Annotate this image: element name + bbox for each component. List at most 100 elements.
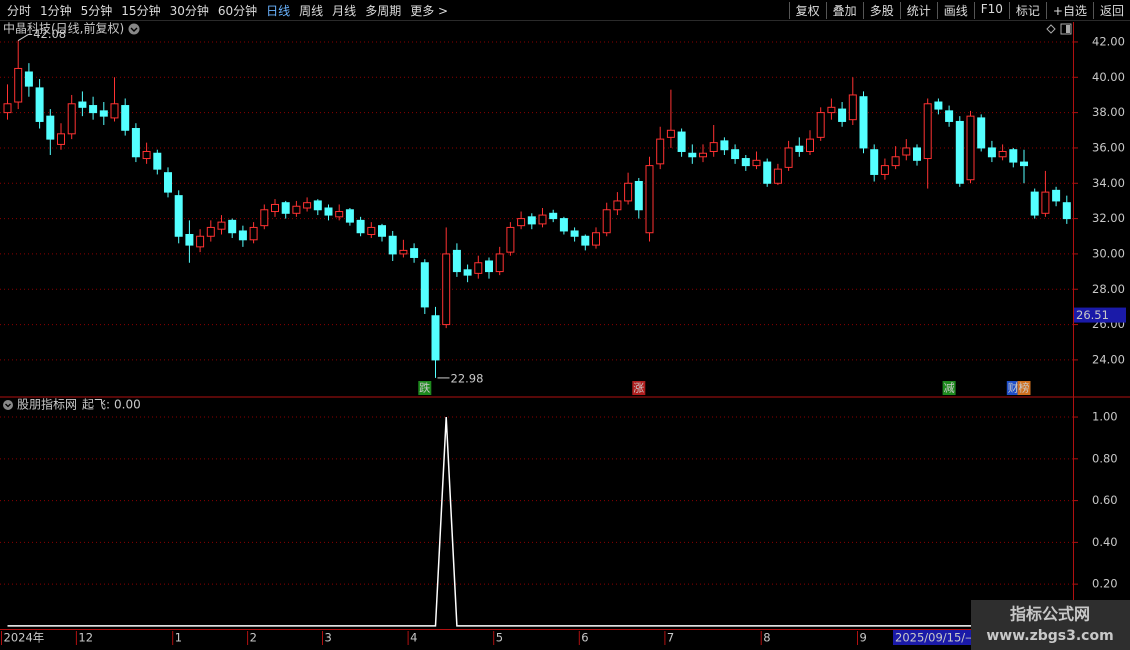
- candle-body: [24, 71, 33, 87]
- candle-body: [923, 103, 932, 160]
- candle-body: [442, 253, 451, 326]
- x-tick-label: 3: [325, 631, 332, 645]
- candle-body: [474, 262, 483, 274]
- candle-body: [773, 168, 782, 184]
- panel-icon[interactable]: [1060, 23, 1072, 35]
- candle-body: [324, 207, 333, 216]
- candle-body: [720, 140, 729, 151]
- toolbar-button[interactable]: 更多 >: [410, 3, 449, 18]
- candle-body: [934, 101, 943, 110]
- candle-body: [763, 161, 772, 184]
- candle-body: [110, 103, 119, 119]
- toolbar-button[interactable]: 标记: [1008, 1, 1046, 19]
- high-pointer: [17, 34, 33, 41]
- toolbar-button[interactable]: 统计: [899, 1, 937, 19]
- candle-body: [196, 235, 205, 248]
- toolbar-button[interactable]: 分时: [7, 3, 32, 18]
- candle-body: [891, 156, 900, 167]
- y-tick-label: 0.80: [1092, 451, 1118, 465]
- diamond-icon[interactable]: [1046, 24, 1056, 34]
- candle-body: [495, 253, 504, 273]
- period-tabs: 分时 1分钟 5分钟 15分钟 30分钟 60分钟 日线 周线 月线 多周期 更多 >: [0, 2, 448, 19]
- toolbar-button[interactable]: 月线: [332, 3, 357, 18]
- y-tick-label: 40.00: [1092, 70, 1125, 84]
- candle-body: [709, 142, 718, 152]
- candle-body: [1062, 202, 1071, 220]
- y-tick-label: 28.00: [1092, 282, 1125, 296]
- candle-body: [848, 94, 857, 121]
- candle-body: [14, 67, 23, 103]
- watermark-box: [971, 600, 1130, 650]
- event-badge: [418, 381, 432, 395]
- candle-body: [966, 115, 975, 181]
- cursor-price: 26.51: [1076, 308, 1109, 322]
- x-tick-label: 8: [763, 631, 770, 645]
- event-label: 涨: [633, 382, 644, 395]
- candle-body: [902, 147, 911, 156]
- candle-body: [345, 209, 354, 223]
- candle-body: [431, 315, 440, 361]
- candle-body: [602, 209, 611, 234]
- toolbar-button[interactable]: 15分钟: [121, 3, 161, 18]
- candle-body: [185, 233, 194, 246]
- candle-body: [998, 150, 1007, 158]
- indicator-menu-chevron: [5, 403, 11, 408]
- toolbar-button[interactable]: 1分钟: [40, 3, 72, 18]
- candle-body: [913, 147, 921, 161]
- toolbar-button[interactable]: 多周期: [365, 3, 402, 18]
- indicator-menu-icon[interactable]: [3, 400, 13, 410]
- event-label: 跌: [419, 381, 430, 395]
- candle-body: [420, 262, 429, 308]
- candle-body: [634, 181, 643, 211]
- toolbar-button[interactable]: 日线: [266, 3, 291, 18]
- toolbar-button[interactable]: F10: [973, 1, 1009, 19]
- candle-body: [313, 200, 322, 211]
- candle-body: [741, 158, 750, 167]
- candle-body: [238, 230, 247, 241]
- candle-body: [656, 138, 665, 165]
- candle-body: [217, 221, 226, 230]
- high-annotation: 42.08: [33, 27, 66, 41]
- event-badge: [942, 381, 956, 395]
- candle-body: [559, 218, 568, 232]
- toolbar-button[interactable]: 复权: [788, 1, 826, 19]
- candle-body: [527, 216, 536, 225]
- event-badge: [1017, 381, 1031, 395]
- candle-body: [549, 212, 558, 220]
- candle-body: [399, 249, 408, 255]
- candle-body: [452, 249, 461, 273]
- toolbar-button[interactable]: 画线: [936, 1, 974, 19]
- candle-body: [378, 225, 386, 237]
- toolbar-button[interactable]: 30分钟: [169, 3, 209, 18]
- candle-body: [1020, 161, 1028, 167]
- candle-body: [271, 203, 279, 213]
- indicator-line: [7, 417, 1067, 627]
- y-tick-label: 24.00: [1092, 352, 1125, 366]
- toolbar-button[interactable]: 多股: [862, 1, 900, 19]
- event-label: 财: [1008, 381, 1019, 395]
- candle-body: [1009, 149, 1018, 163]
- candle-body: [688, 152, 697, 158]
- x-tick-label: 4: [410, 631, 417, 645]
- candle-body: [945, 110, 954, 122]
- toolbar-button[interactable]: 叠加: [825, 1, 863, 19]
- toolbar-button[interactable]: 周线: [299, 3, 324, 18]
- candle-body: [228, 219, 237, 234]
- toolbar-button[interactable]: 60分钟: [217, 3, 258, 18]
- toolbar-button[interactable]: 返回: [1092, 1, 1130, 19]
- toolbar-button[interactable]: +自选: [1045, 1, 1093, 19]
- y-tick-label: 34.00: [1092, 176, 1125, 190]
- toolbar-button[interactable]: 5分钟: [80, 3, 113, 18]
- candle-body: [581, 235, 590, 246]
- candle-body: [624, 182, 633, 202]
- candle-body: [859, 96, 868, 149]
- y-tick-label: 0.60: [1092, 493, 1118, 507]
- candle-body: [99, 110, 108, 117]
- x-tick-label: 5: [496, 631, 503, 645]
- x-tick-label: 6: [581, 631, 588, 645]
- event-badge: [632, 381, 646, 395]
- candle-body: [485, 260, 493, 273]
- candle-body: [955, 120, 964, 184]
- menu-icon[interactable]: [128, 23, 140, 35]
